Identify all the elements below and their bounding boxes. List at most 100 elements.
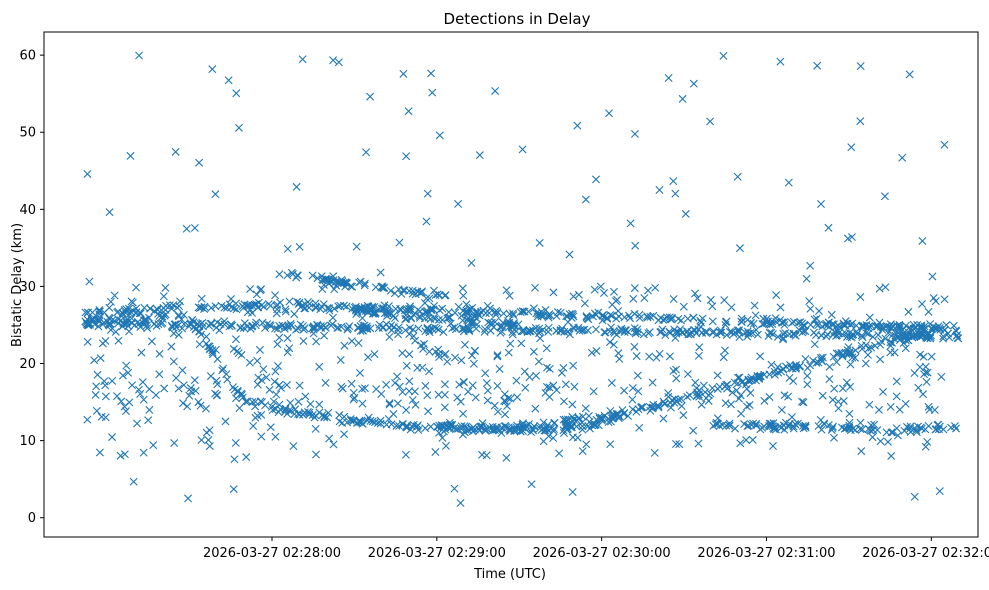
detection-marker — [81, 308, 90, 317]
detection-marker — [678, 94, 687, 103]
detection-marker — [772, 317, 781, 326]
detection-marker — [299, 337, 308, 346]
detection-marker — [862, 329, 871, 337]
detection-marker — [618, 326, 627, 335]
detection-marker — [83, 337, 92, 346]
detection-marker — [746, 375, 755, 384]
detection-marker — [689, 313, 698, 322]
detection-marker — [857, 331, 866, 340]
detection-marker — [222, 370, 231, 379]
detection-marker — [871, 341, 879, 350]
detection-marker — [880, 192, 889, 201]
detection-marker — [801, 421, 810, 430]
detection-marker — [326, 277, 335, 286]
detection-marker — [591, 325, 600, 334]
detection-marker — [824, 421, 833, 430]
detection-marker — [562, 312, 571, 321]
detection-marker — [248, 301, 257, 310]
detection-marker — [920, 322, 929, 331]
detection-marker — [885, 322, 894, 331]
detection-marker — [108, 376, 117, 385]
detection-marker — [506, 394, 515, 403]
detection-marker — [876, 355, 885, 364]
detection-marker — [900, 426, 909, 435]
detection-marker — [901, 344, 910, 353]
detection-marker — [312, 337, 321, 346]
detection-marker — [146, 304, 155, 313]
detection-marker — [689, 426, 698, 435]
detection-marker — [746, 388, 755, 397]
detection-marker — [868, 332, 877, 341]
detection-marker — [607, 311, 616, 320]
detection-marker — [144, 416, 153, 425]
detection-marker — [265, 385, 274, 394]
detection-marker — [581, 404, 590, 413]
detection-marker — [270, 377, 279, 386]
detection-marker — [347, 337, 356, 346]
detection-marker — [285, 297, 294, 306]
detection-marker — [462, 300, 471, 309]
detection-marker — [568, 488, 577, 497]
detection-marker — [735, 244, 744, 253]
detection-marker — [401, 450, 410, 459]
detection-marker — [664, 74, 673, 83]
detection-marker — [224, 76, 233, 85]
detection-marker — [816, 416, 825, 424]
detection-marker — [311, 299, 320, 308]
detection-marker — [294, 397, 303, 406]
detection-marker — [861, 359, 870, 368]
detection-marker — [894, 329, 903, 337]
detection-marker — [338, 384, 347, 393]
detection-marker — [445, 418, 454, 427]
detection-marker — [404, 107, 413, 116]
detection-marker — [316, 305, 325, 314]
detection-marker — [350, 393, 359, 402]
detection-marker — [832, 358, 841, 367]
detection-marker — [638, 403, 647, 412]
y-tick-label: 50 — [19, 126, 36, 141]
detection-marker — [90, 356, 99, 365]
detection-marker — [113, 392, 122, 401]
detection-marker — [478, 419, 487, 428]
detection-marker — [542, 344, 551, 353]
detection-marker — [83, 415, 92, 424]
detection-marker — [395, 238, 404, 247]
detection-marker — [531, 283, 539, 292]
detection-marker — [906, 324, 915, 333]
detection-marker — [810, 315, 819, 324]
detection-marker — [733, 326, 742, 335]
detection-marker — [301, 392, 310, 401]
detection-marker — [512, 376, 521, 385]
detection-marker — [480, 327, 489, 336]
detection-marker — [139, 448, 148, 457]
detection-marker — [81, 317, 90, 326]
detection-marker — [791, 420, 800, 429]
detection-marker — [813, 61, 822, 70]
detection-marker — [126, 307, 135, 316]
detection-marker — [294, 324, 303, 333]
detection-marker — [677, 395, 686, 404]
detection-marker — [329, 440, 338, 449]
detection-marker — [922, 377, 931, 386]
detection-marker — [482, 379, 491, 388]
detection-marker — [402, 152, 411, 161]
detection-marker — [324, 408, 333, 417]
detection-marker — [354, 338, 363, 347]
detection-marker — [369, 309, 378, 318]
data-markers — [81, 51, 963, 507]
detection-marker — [863, 350, 872, 359]
detection-marker — [746, 329, 755, 338]
detection-marker — [879, 387, 887, 396]
detection-marker — [347, 379, 356, 388]
detection-marker — [290, 310, 299, 319]
detection-marker — [694, 439, 703, 448]
detection-marker — [439, 421, 448, 430]
detection-marker — [532, 309, 541, 318]
detection-marker — [753, 330, 762, 339]
detection-marker — [677, 316, 686, 325]
detection-marker — [458, 284, 467, 293]
detection-marker — [785, 373, 794, 382]
detection-marker — [536, 421, 545, 430]
detection-marker — [469, 423, 478, 432]
detection-marker — [458, 430, 467, 439]
